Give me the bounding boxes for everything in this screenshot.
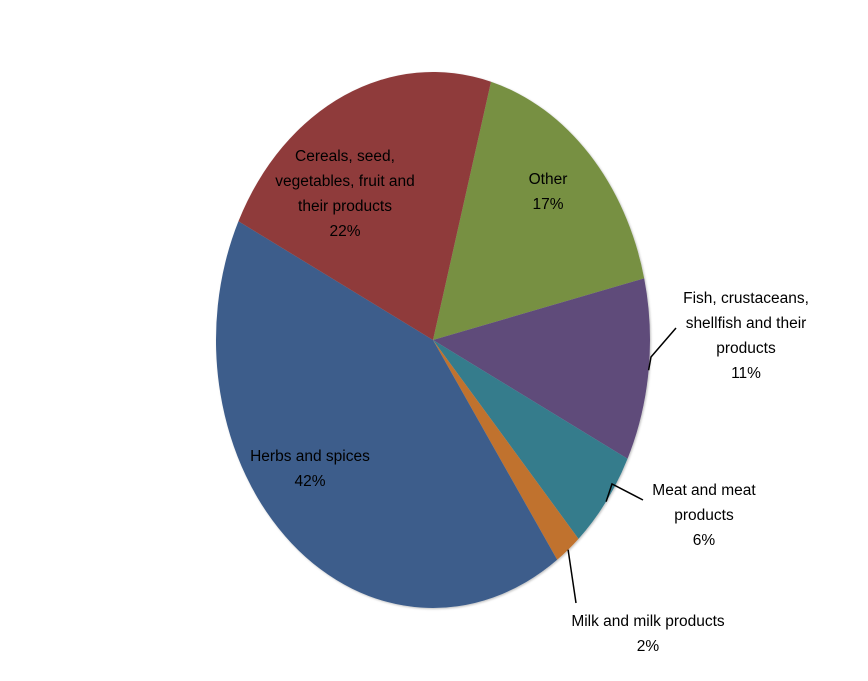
- slice-label-milk-percent: 2%: [636, 638, 660, 655]
- pie-slice-herbs: [215, 221, 558, 609]
- pie-slice-milk: [433, 340, 579, 560]
- pie-slices: [215, 72, 651, 609]
- slice-label-meat-name: Meat and meat products: [652, 482, 756, 524]
- slice-label-other-name: Other: [528, 171, 568, 188]
- leader-lines: [567, 327, 677, 604]
- slice-label-other-percent: 17%: [532, 196, 564, 213]
- slice-label-milk-name: Milk and milk products: [571, 613, 725, 630]
- slice-label-herbs-percent: 42%: [294, 473, 326, 490]
- slice-label-herbs-name: Herbs and spices: [250, 448, 370, 465]
- leader-line-fish: [647, 327, 677, 371]
- pie-slice-meat: [433, 340, 628, 539]
- slice-label-cereals: Cereals, seed, vegetables, fruit and the…: [265, 144, 425, 244]
- slice-label-herbs: Herbs and spices 42%: [240, 444, 380, 494]
- slice-label-fish-name: Fish, crustaceans, shellfish and their p…: [683, 290, 809, 357]
- slice-label-milk: Milk and milk products 2%: [553, 609, 743, 659]
- slice-label-fish-percent: 11%: [731, 365, 761, 382]
- slice-label-meat-percent: 6%: [692, 532, 716, 549]
- slice-label-cereals-name: Cereals, seed, vegetables, fruit and the…: [275, 148, 415, 215]
- slice-label-meat: Meat and meat products 6%: [643, 478, 765, 553]
- slice-label-cereals-percent: 22%: [329, 223, 361, 240]
- slice-label-fish: Fish, crustaceans, shellfish and their p…: [676, 286, 816, 386]
- pie-slice-other: [433, 81, 645, 340]
- leader-line-meat: [605, 482, 644, 502]
- slice-label-other: Other 17%: [488, 167, 608, 217]
- pie-slice-cereals: [238, 72, 491, 341]
- leader-line-milk: [567, 549, 577, 604]
- pie-slice-fish: [433, 278, 651, 459]
